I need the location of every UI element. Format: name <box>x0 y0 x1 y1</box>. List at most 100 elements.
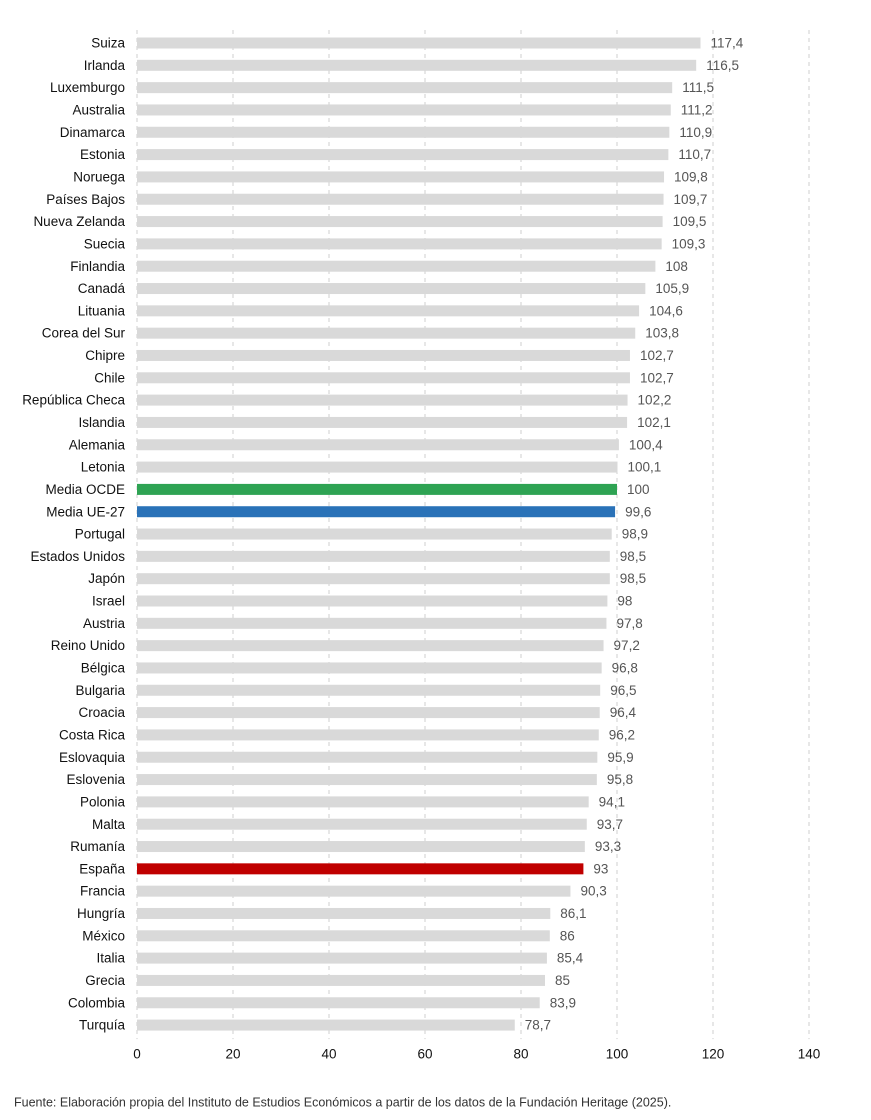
y-tick-label: Suiza <box>91 36 125 51</box>
bar <box>137 394 628 406</box>
y-tick-label: Portugal <box>75 527 125 542</box>
bar <box>137 327 636 339</box>
value-label: 109,5 <box>673 214 707 229</box>
y-tick-label: Letonia <box>81 460 126 475</box>
value-label: 103,8 <box>645 326 679 341</box>
bar <box>137 260 656 272</box>
value-label: 97,8 <box>616 616 642 631</box>
value-label: 98 <box>617 594 632 609</box>
bar <box>137 126 670 138</box>
bar <box>137 640 604 652</box>
bar <box>137 907 551 919</box>
value-label: 96,2 <box>609 727 635 742</box>
value-label: 108 <box>665 259 688 274</box>
bar <box>137 349 630 361</box>
value-label: 93 <box>593 861 608 876</box>
y-tick-label: Alemania <box>69 437 126 452</box>
x-tick-label: 0 <box>133 1047 141 1062</box>
y-tick-label: Estonia <box>80 147 126 162</box>
value-label: 110,7 <box>678 147 711 162</box>
y-tick-label: Costa Rica <box>59 727 126 742</box>
value-label: 102,2 <box>638 393 672 408</box>
y-tick-label: Nueva Zelanda <box>33 214 125 229</box>
bar <box>137 930 550 942</box>
y-tick-label: España <box>79 861 125 876</box>
value-label: 98,5 <box>620 549 646 564</box>
bar <box>137 774 597 786</box>
y-tick-label: Japón <box>88 571 125 586</box>
value-label: 83,9 <box>550 995 576 1010</box>
bar <box>137 841 585 853</box>
bar <box>137 796 589 808</box>
bar <box>137 483 617 495</box>
bar <box>137 573 610 585</box>
bar <box>137 729 599 741</box>
value-label: 90,3 <box>580 884 606 899</box>
y-tick-label: Suecia <box>84 236 126 251</box>
value-label: 95,9 <box>607 750 633 765</box>
y-tick-label: Finlandia <box>70 259 125 274</box>
value-label: 94,1 <box>599 794 625 809</box>
y-tick-label: Chile <box>94 370 125 385</box>
y-tick-label: Chipre <box>85 348 125 363</box>
bar <box>137 171 665 183</box>
y-tick-label: República Checa <box>22 393 125 408</box>
bar <box>137 193 664 205</box>
source-note: Fuente: Elaboración propia del Instituto… <box>14 1095 671 1109</box>
y-tick-label: Eslovaquia <box>59 750 126 765</box>
bar <box>137 662 602 674</box>
bar <box>137 550 610 562</box>
bar <box>137 416 628 428</box>
x-tick-label: 40 <box>321 1047 336 1062</box>
value-label: 104,6 <box>649 303 683 318</box>
y-tick-label: Media UE-27 <box>46 504 125 519</box>
value-label: 102,7 <box>640 348 674 363</box>
y-tick-label: Noruega <box>73 169 125 184</box>
y-tick-label: Corea del Sur <box>42 326 126 341</box>
x-tick-label: 120 <box>702 1047 725 1062</box>
value-label: 109,7 <box>674 192 708 207</box>
value-label: 96,5 <box>610 683 636 698</box>
y-tick-label: Malta <box>92 817 126 832</box>
x-tick-label: 100 <box>606 1047 629 1062</box>
bar <box>137 372 630 384</box>
y-tick-label: Lituania <box>78 303 126 318</box>
value-label: 102,7 <box>640 370 674 385</box>
y-tick-label: Canadá <box>78 281 126 296</box>
bar <box>137 528 612 540</box>
value-label: 100,4 <box>629 437 663 452</box>
value-label: 100 <box>627 482 650 497</box>
value-label: 86,1 <box>560 906 586 921</box>
bar <box>137 617 607 629</box>
value-label: 93,3 <box>595 839 621 854</box>
y-tick-label: Italia <box>96 951 125 966</box>
y-tick-label: Polonia <box>80 794 126 809</box>
value-label: 85 <box>555 973 570 988</box>
bar <box>137 37 701 49</box>
x-tick-label: 20 <box>225 1047 240 1062</box>
y-tick-label: Colombia <box>68 995 126 1010</box>
y-tick-label: Dinamarca <box>60 125 126 140</box>
bar <box>137 751 598 763</box>
bar <box>137 707 600 719</box>
bar <box>137 863 584 875</box>
bar <box>137 885 571 897</box>
x-tick-label: 60 <box>417 1047 432 1062</box>
value-label: 97,2 <box>614 638 640 653</box>
value-label: 93,7 <box>597 817 623 832</box>
value-label: 95,8 <box>607 772 633 787</box>
value-label: 100,1 <box>627 460 661 475</box>
y-tick-label: Luxemburgo <box>50 80 125 95</box>
y-tick-label: Bulgaria <box>75 683 125 698</box>
y-tick-label: Islandia <box>78 415 125 430</box>
y-tick-label: Media OCDE <box>45 482 125 497</box>
value-label: 96,4 <box>610 705 637 720</box>
y-tick-label: Grecia <box>85 973 125 988</box>
value-label: 98,9 <box>622 527 648 542</box>
y-tick-label: Hungría <box>77 906 126 921</box>
bar <box>137 974 545 986</box>
value-label: 78,7 <box>525 1018 551 1033</box>
bar <box>137 997 540 1009</box>
bar <box>137 305 640 317</box>
